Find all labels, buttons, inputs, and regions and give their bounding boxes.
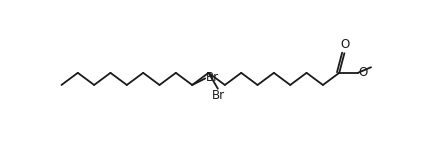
Text: O: O — [340, 38, 349, 51]
Text: Br: Br — [206, 71, 219, 84]
Text: O: O — [359, 66, 368, 79]
Text: Br: Br — [212, 89, 226, 102]
